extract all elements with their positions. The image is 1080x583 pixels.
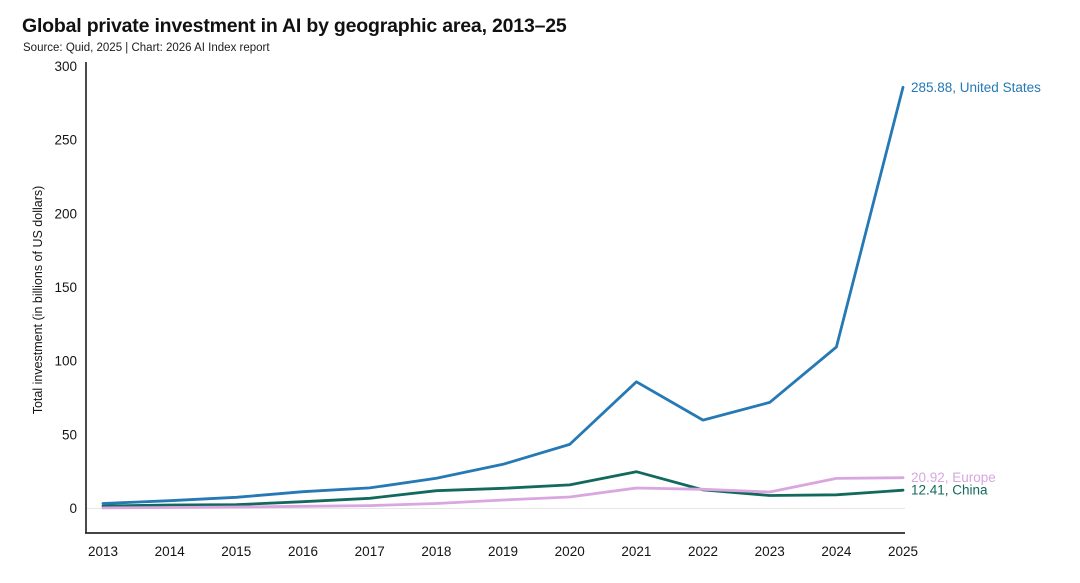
series-end-label-china: 12.41, China	[911, 483, 988, 498]
series-line-united-states	[101, 85, 905, 505]
x-axis-tick-label: 2025	[888, 544, 918, 559]
x-axis-tick-label: 2018	[421, 544, 451, 559]
y-axis-tick-label: 150	[54, 280, 77, 295]
x-axis-tick-label: 2014	[155, 544, 186, 559]
series-end-label-united-states: 285.88, United States	[911, 80, 1041, 95]
x-axis-tick-label: 2022	[688, 544, 718, 559]
series-line-china	[101, 470, 905, 508]
x-axis-tick-label: 2017	[355, 544, 385, 559]
y-axis-tick-label: 250	[54, 133, 77, 148]
x-axis-tick-label: 2021	[621, 544, 651, 559]
x-axis-tick-label: 2020	[555, 544, 585, 559]
y-axis-tick-label: 200	[54, 206, 77, 221]
x-axis-tick-label: 2013	[88, 544, 118, 559]
y-axis-tick-label: 50	[62, 427, 77, 442]
y-axis-tick-label: 300	[54, 59, 77, 74]
x-axis-tick-label: 2024	[821, 544, 852, 559]
x-axis-tick-label: 2019	[488, 544, 518, 559]
chart-subtitle: Source: Quid, 2025 | Chart: 2026 AI Inde…	[23, 42, 270, 54]
y-axis-tick-label: 100	[54, 354, 77, 369]
y-axis-tick-label: 0	[69, 501, 77, 516]
chart-title: Global private investment in AI by geogr…	[22, 15, 567, 37]
x-axis-tick-label: 2016	[288, 544, 318, 559]
series-line-europe	[101, 476, 905, 510]
x-axis-tick-label: 2015	[221, 544, 251, 559]
x-axis-tick-label: 2023	[755, 544, 785, 559]
series-end-label-europe: 20.92, Europe	[911, 470, 996, 485]
